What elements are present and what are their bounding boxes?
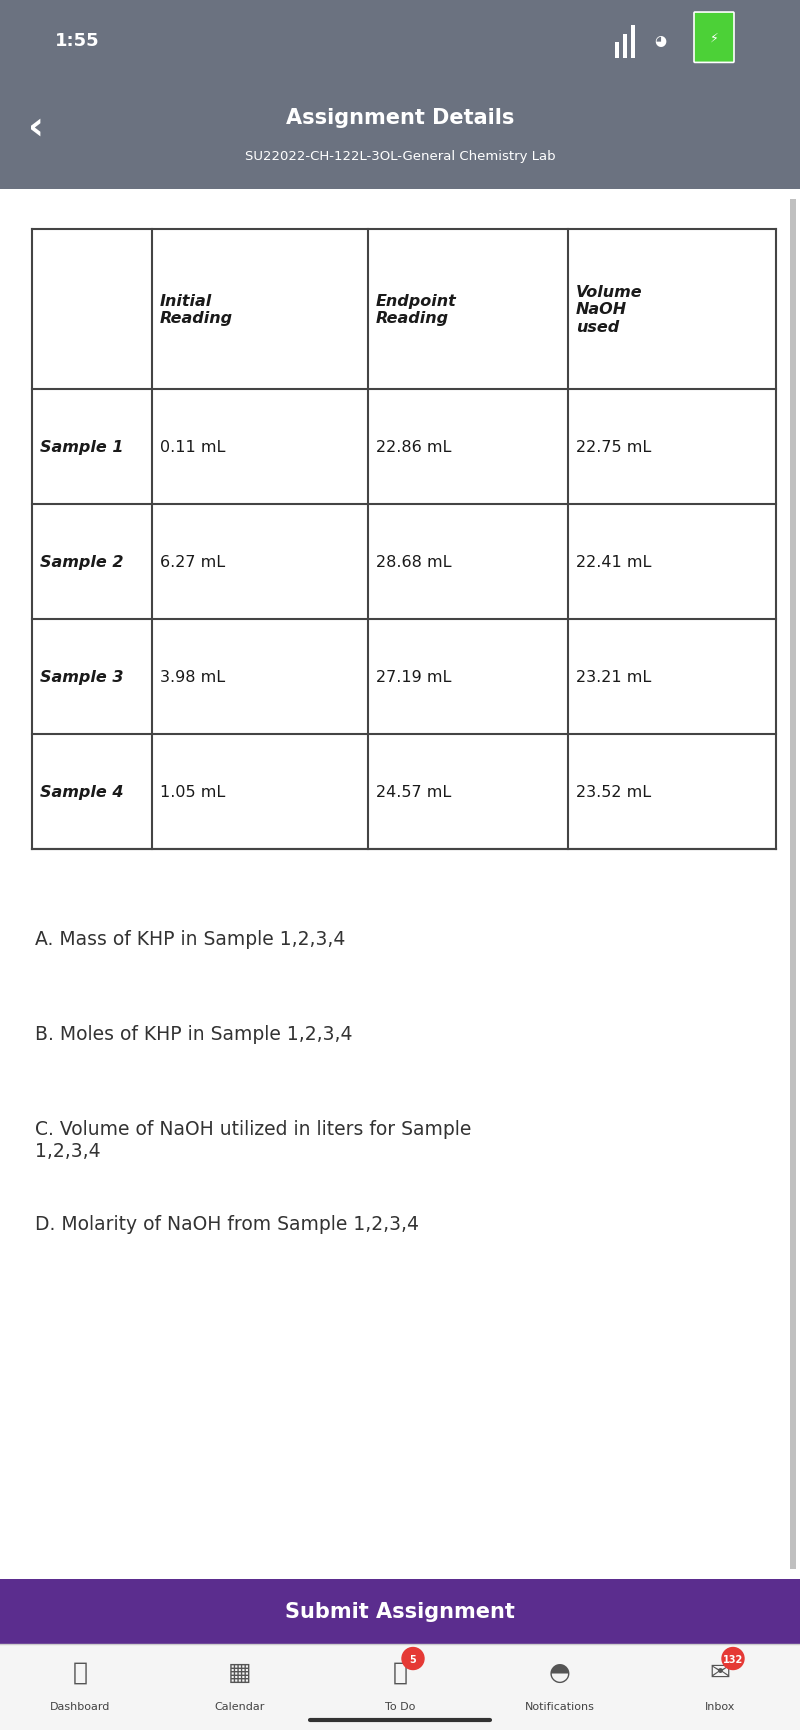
- FancyBboxPatch shape: [694, 14, 734, 64]
- Circle shape: [722, 1647, 744, 1669]
- Text: 22.75 mL: 22.75 mL: [576, 439, 651, 455]
- Text: Notifications: Notifications: [525, 1701, 595, 1711]
- Bar: [0, 190, 800, 230]
- Text: 0.11 mL: 0.11 mL: [160, 439, 226, 455]
- Bar: [631, 26, 635, 59]
- Text: 22.41 mL: 22.41 mL: [576, 555, 651, 569]
- Bar: [0, 0, 800, 78]
- Text: ◓: ◓: [549, 1659, 571, 1683]
- Bar: [32, 230, 776, 849]
- Text: To Do: To Do: [385, 1701, 415, 1711]
- Circle shape: [402, 1647, 424, 1669]
- Text: Calendar: Calendar: [215, 1701, 265, 1711]
- Bar: [615, 43, 619, 59]
- Text: 6.27 mL: 6.27 mL: [160, 555, 225, 569]
- Bar: [0, 849, 800, 1579]
- Text: Volume
NaOH
used: Volume NaOH used: [576, 285, 642, 334]
- Text: B. Moles of KHP in Sample 1,2,3,4: B. Moles of KHP in Sample 1,2,3,4: [35, 1024, 353, 1043]
- Text: 1:55: 1:55: [55, 31, 100, 50]
- Text: ⧉: ⧉: [393, 1659, 407, 1683]
- Text: Inbox: Inbox: [705, 1701, 735, 1711]
- Text: ▦: ▦: [228, 1659, 252, 1683]
- Text: D. Molarity of NaOH from Sample 1,2,3,4: D. Molarity of NaOH from Sample 1,2,3,4: [35, 1214, 419, 1233]
- Text: 27.19 mL: 27.19 mL: [376, 670, 451, 685]
- Bar: [0, 78, 800, 190]
- Text: 23.21 mL: 23.21 mL: [576, 670, 651, 685]
- Text: ⧉: ⧉: [73, 1659, 87, 1683]
- Text: Assignment Details: Assignment Details: [286, 109, 514, 128]
- Text: ‹: ‹: [28, 109, 44, 147]
- Text: 5: 5: [410, 1654, 416, 1664]
- Text: Sample 4: Sample 4: [40, 784, 123, 799]
- Bar: [0, 1644, 800, 1730]
- Text: 3.98 mL: 3.98 mL: [160, 670, 225, 685]
- Text: Sample 3: Sample 3: [40, 670, 123, 685]
- Bar: [790, 201, 796, 1569]
- Text: SU22022-CH-122L-3OL-General Chemistry Lab: SU22022-CH-122L-3OL-General Chemistry La…: [245, 151, 555, 163]
- Text: 132: 132: [723, 1654, 743, 1664]
- Bar: [0, 1579, 800, 1643]
- Text: 23.52 mL: 23.52 mL: [576, 784, 651, 799]
- Text: 1.05 mL: 1.05 mL: [160, 784, 226, 799]
- Text: 22.86 mL: 22.86 mL: [376, 439, 451, 455]
- Text: Dashboard: Dashboard: [50, 1701, 110, 1711]
- Text: ⚡: ⚡: [710, 31, 718, 45]
- Text: Initial
Reading: Initial Reading: [160, 294, 233, 325]
- Text: 28.68 mL: 28.68 mL: [376, 555, 451, 569]
- Text: ◕: ◕: [654, 33, 666, 47]
- Text: Endpoint
Reading: Endpoint Reading: [376, 294, 457, 325]
- Text: Sample 2: Sample 2: [40, 555, 123, 569]
- Text: A. Mass of KHP in Sample 1,2,3,4: A. Mass of KHP in Sample 1,2,3,4: [35, 929, 346, 948]
- Bar: [623, 35, 627, 59]
- Text: 24.57 mL: 24.57 mL: [376, 784, 451, 799]
- Text: ✉: ✉: [710, 1659, 730, 1683]
- Text: Submit Assignment: Submit Assignment: [285, 1602, 515, 1621]
- Text: C. Volume of NaOH utilized in liters for Sample
1,2,3,4: C. Volume of NaOH utilized in liters for…: [35, 1119, 471, 1161]
- Text: Sample 1: Sample 1: [40, 439, 123, 455]
